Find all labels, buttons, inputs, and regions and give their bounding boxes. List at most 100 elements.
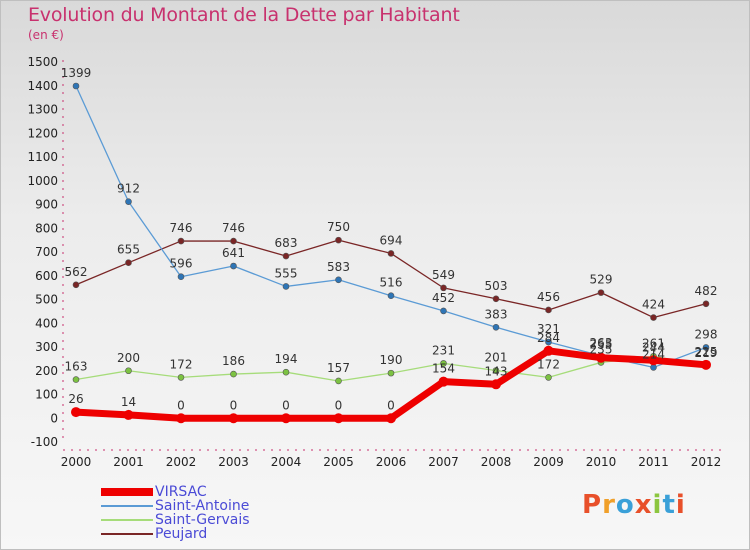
x-tick-label: 2006	[376, 455, 407, 469]
data-point-peujard	[230, 237, 237, 245]
data-label-saint-gervais: 231	[432, 343, 455, 357]
data-label-peujard: 562	[65, 265, 88, 279]
data-label-saint-gervais: 200	[117, 351, 140, 365]
data-point-peujard	[492, 295, 500, 303]
legend-label-saint-antoine: Saint-Antoine	[155, 498, 250, 514]
chart-title: Evolution du Montant de la Dette par Hab…	[28, 4, 460, 26]
data-point-saint-gervais	[230, 370, 237, 378]
data-point-saint-antoine	[387, 292, 395, 300]
logo-letter: r	[602, 490, 616, 520]
data-label-saint-gervais: 172	[537, 357, 560, 371]
data-point-virsac	[596, 352, 606, 363]
data-label-saint-antoine: 641	[222, 246, 245, 260]
data-point-virsac	[71, 407, 81, 418]
data-point-virsac	[491, 379, 501, 390]
data-point-saint-antoine	[545, 338, 552, 346]
data-label-saint-antoine: 1399	[61, 66, 92, 80]
data-point-saint-gervais	[545, 374, 552, 381]
y-tick-label: 700	[35, 245, 58, 259]
data-point-saint-gervais	[125, 367, 132, 375]
x-tick-label: 2004	[271, 455, 302, 469]
data-label-peujard: 655	[117, 243, 140, 257]
data-label-peujard: 746	[170, 221, 193, 235]
data-point-peujard	[177, 237, 185, 245]
y-tick-label: 200	[35, 364, 58, 378]
data-label-saint-antoine: 214	[642, 347, 665, 361]
data-point-saint-antoine	[177, 273, 185, 281]
data-point-peujard	[72, 281, 80, 289]
data-label-saint-gervais: 172	[170, 357, 193, 371]
data-label-peujard: 683	[275, 236, 298, 250]
x-tick-label: 2000	[61, 455, 92, 469]
data-point-virsac	[438, 376, 449, 387]
x-tick-label: 2009	[533, 455, 564, 469]
logo-letter: o	[615, 490, 635, 520]
data-label-peujard: 746	[222, 221, 245, 235]
data-point-virsac	[123, 409, 134, 420]
data-point-saint-gervais	[387, 369, 395, 377]
data-point-virsac	[386, 413, 396, 424]
data-label-saint-antoine: 298	[695, 327, 718, 341]
y-tick-label: 1200	[27, 126, 58, 140]
y-tick-label: 1500	[27, 55, 58, 69]
data-label-peujard: 424	[642, 298, 665, 312]
y-tick-label: -100	[31, 435, 58, 449]
data-label-saint-gervais: 186	[222, 354, 245, 368]
data-label-peujard: 503	[485, 279, 508, 293]
legend-label-peujard: Peujard	[155, 526, 208, 542]
data-point-saint-antoine	[125, 198, 132, 205]
data-label-virsac: 154	[432, 362, 455, 376]
legend-label-virsac: VIRSAC	[155, 484, 207, 500]
data-point-saint-antoine	[440, 307, 447, 315]
data-label-saint-gervais: 201	[485, 351, 508, 365]
data-point-peujard	[125, 259, 132, 266]
data-point-saint-antoine	[335, 276, 342, 284]
data-label-saint-gervais: 157	[327, 361, 350, 375]
data-label-saint-antoine: 912	[117, 182, 140, 196]
data-label-peujard: 529	[590, 273, 613, 287]
legend-item-peujard: Peujard	[101, 526, 401, 542]
logo-letter: i	[652, 490, 663, 520]
x-tick-label: 2011	[638, 455, 669, 469]
legend-item-virsac: VIRSAC	[101, 484, 401, 500]
data-point-virsac	[176, 413, 186, 424]
y-tick-label: 500	[35, 293, 58, 307]
data-label-saint-antoine: 452	[432, 291, 455, 305]
data-label-peujard: 549	[432, 268, 455, 282]
data-label-saint-antoine: 321	[537, 322, 560, 336]
data-point-saint-gervais	[335, 377, 342, 385]
data-label-peujard: 750	[327, 220, 350, 234]
data-label-virsac: 0	[230, 398, 238, 412]
data-point-saint-gervais	[282, 368, 290, 376]
data-point-virsac	[701, 359, 711, 370]
y-tick-label: 1100	[27, 150, 58, 164]
logo-letter: i	[675, 490, 686, 520]
data-label-saint-antoine: 555	[275, 266, 298, 280]
data-point-saint-antoine	[492, 323, 500, 331]
data-point-saint-antoine	[230, 262, 237, 270]
legend-item-saint-antoine: Saint-Antoine	[101, 498, 401, 514]
data-label-virsac: 225	[695, 345, 718, 359]
data-point-peujard	[387, 250, 395, 257]
data-point-saint-gervais	[492, 367, 500, 374]
logo-letter: x	[634, 490, 653, 520]
data-label-virsac: 143	[485, 364, 508, 378]
data-point-virsac	[281, 413, 291, 424]
x-tick-label: 2005	[323, 455, 354, 469]
data-label-saint-gervais: 190	[380, 353, 403, 367]
data-point-virsac	[543, 345, 554, 356]
data-point-virsac	[228, 413, 239, 424]
x-tick-label: 2002	[166, 455, 197, 469]
data-label-virsac: 244	[642, 340, 665, 354]
data-point-saint-antoine	[282, 283, 290, 290]
data-label-saint-gervais: 219	[695, 346, 718, 360]
data-point-saint-gervais	[440, 360, 447, 367]
data-label-peujard: 694	[380, 233, 403, 247]
y-tick-label: 400	[35, 316, 58, 330]
data-label-virsac: 0	[387, 398, 395, 412]
y-tick-label: 1000	[27, 174, 58, 188]
data-point-saint-gervais	[177, 374, 185, 381]
data-point-peujard	[440, 284, 447, 292]
proxiti-logo: Proxiti	[582, 490, 686, 520]
legend-swatch-virsac	[101, 488, 153, 496]
